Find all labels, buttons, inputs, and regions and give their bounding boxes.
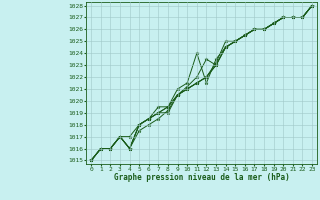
- X-axis label: Graphe pression niveau de la mer (hPa): Graphe pression niveau de la mer (hPa): [114, 173, 290, 182]
